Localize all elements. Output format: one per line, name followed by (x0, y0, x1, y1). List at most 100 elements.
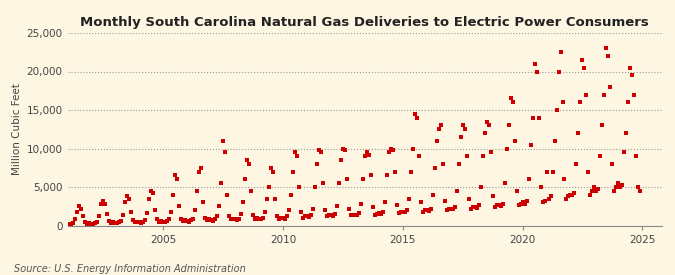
Point (503, 123, 514, 128)
Point (210, 217, 221, 222)
Point (331, 204, 342, 208)
Point (176, 216, 187, 221)
Point (74, 204, 85, 208)
Point (621, 131, 632, 135)
Point (413, 154, 424, 158)
Point (408, 146, 418, 151)
Point (296, 210, 306, 214)
Point (72, 210, 83, 214)
Point (118, 213, 129, 217)
Point (473, 203, 484, 208)
Point (218, 139, 229, 143)
Point (82, 222, 93, 226)
Point (317, 181, 328, 185)
Point (256, 217, 267, 222)
Point (497, 202, 508, 206)
Point (126, 210, 137, 214)
Point (160, 220, 171, 225)
Point (80, 220, 91, 225)
Point (599, 92, 610, 97)
Point (333, 181, 344, 185)
Point (457, 123, 468, 128)
Point (304, 215, 315, 219)
Point (613, 181, 624, 185)
Point (557, 100, 568, 104)
Point (392, 203, 402, 208)
Point (563, 194, 574, 199)
Point (485, 150, 496, 155)
Point (421, 208, 432, 212)
Point (583, 169, 594, 174)
Point (585, 192, 596, 197)
Point (216, 181, 227, 185)
Point (86, 221, 97, 226)
Point (450, 205, 460, 209)
Point (64, 222, 75, 227)
Point (329, 212, 340, 216)
Point (182, 219, 192, 223)
Point (581, 92, 592, 97)
Point (206, 218, 217, 222)
Point (431, 139, 442, 143)
Point (605, 85, 616, 89)
Point (463, 196, 474, 201)
Point (232, 218, 242, 222)
Point (467, 205, 478, 209)
Point (128, 218, 139, 222)
Point (294, 185, 304, 189)
Point (108, 220, 119, 225)
Point (192, 189, 202, 193)
Point (348, 213, 358, 217)
Point (142, 211, 153, 215)
Point (264, 185, 275, 189)
Point (162, 219, 173, 223)
Point (220, 150, 231, 155)
Point (439, 199, 450, 203)
Point (300, 214, 310, 218)
Point (615, 185, 626, 189)
Point (150, 208, 161, 212)
Point (495, 204, 506, 208)
Point (381, 173, 392, 178)
Point (607, 162, 618, 166)
Point (433, 127, 444, 131)
Point (186, 218, 196, 222)
Point (196, 166, 207, 170)
Point (174, 204, 185, 208)
Point (377, 210, 388, 214)
Point (306, 213, 317, 217)
Point (491, 203, 502, 208)
Point (227, 216, 238, 221)
Point (394, 211, 404, 215)
Point (513, 203, 524, 208)
Point (338, 146, 348, 151)
Point (589, 185, 600, 189)
Point (415, 200, 426, 205)
Point (419, 208, 430, 212)
Point (286, 192, 296, 197)
Point (184, 219, 194, 224)
Point (541, 169, 552, 174)
Point (535, 185, 546, 189)
Point (100, 202, 111, 206)
Point (425, 206, 436, 211)
Point (335, 158, 346, 162)
Point (136, 221, 146, 226)
Point (371, 212, 382, 216)
Point (76, 206, 87, 211)
Point (579, 65, 590, 70)
Point (367, 205, 378, 209)
Point (400, 210, 410, 214)
Point (156, 219, 167, 223)
Point (172, 177, 183, 182)
Point (627, 73, 638, 78)
Point (521, 199, 532, 203)
Point (281, 214, 292, 218)
Point (509, 139, 520, 143)
Point (559, 177, 570, 182)
Point (597, 123, 608, 128)
Point (62, 222, 73, 226)
Point (617, 183, 628, 188)
Point (312, 162, 323, 166)
Point (527, 116, 538, 120)
